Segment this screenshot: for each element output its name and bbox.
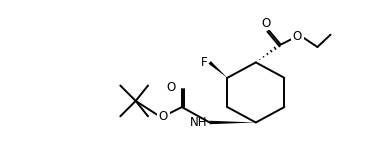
Text: O: O xyxy=(166,81,176,94)
Text: NH: NH xyxy=(190,116,207,129)
Polygon shape xyxy=(208,61,227,78)
Text: F: F xyxy=(201,56,207,69)
Text: O: O xyxy=(293,30,302,43)
Text: O: O xyxy=(159,110,168,123)
Polygon shape xyxy=(210,121,256,124)
Text: O: O xyxy=(261,17,270,30)
